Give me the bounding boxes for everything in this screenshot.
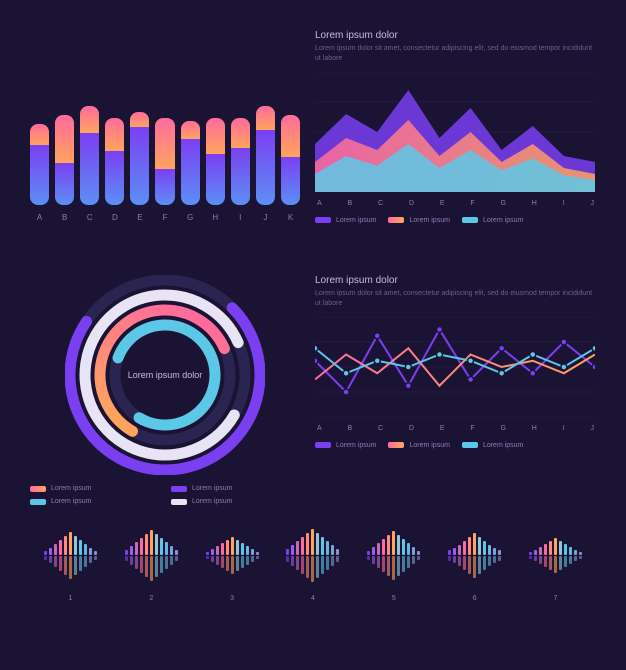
line-chart-panel: Lorem ipsum dolor Lorem ipsum dolor sit … <box>315 275 596 505</box>
area-x-labels: ABCDEFGHIJ <box>315 200 596 207</box>
line-title: Lorem ipsum dolor <box>315 275 596 286</box>
area-chart <box>315 72 595 192</box>
bar-column <box>181 30 200 205</box>
legend-item: Lorem ipsum <box>388 442 449 449</box>
line-chart <box>315 317 595 417</box>
bar-column <box>155 30 174 205</box>
waveform-group <box>206 537 259 574</box>
waveform-group <box>44 532 97 579</box>
ring-chart-panel: Lorem ipsum dolor Lorem ipsumLorem ipsum… <box>30 275 300 505</box>
waveform-group <box>125 530 178 581</box>
bar-column <box>231 30 250 205</box>
waveform-group <box>286 529 339 582</box>
waveform-labels: 1234567 <box>30 595 596 602</box>
ring-center-label: Lorem ipsum dolor <box>125 370 205 380</box>
legend-item: Lorem ipsum <box>388 217 449 224</box>
bar-chart-panel: ABCDEFGHIJK <box>30 30 300 260</box>
bar-x-labels: ABCDEFGHIJK <box>30 213 300 222</box>
line-subtitle: Lorem ipsum dolor sit amet, consectetur … <box>315 289 596 309</box>
ring-legend: Lorem ipsum Lorem ipsum Lorem ipsum Lorem i… <box>30 485 300 505</box>
legend-item: Lorem ipsum <box>315 217 376 224</box>
legend-item: Lorem ipsum <box>462 217 523 224</box>
line-legend: Lorem ipsum Lorem ipsum Lorem ipsum <box>315 442 596 449</box>
bar-column <box>80 30 99 205</box>
line-x-labels: ABCDEFGHIJ <box>315 425 596 432</box>
bar-column <box>281 30 300 205</box>
area-chart-panel: Lorem ipsum dolor Lorem ipsum dolor sit … <box>315 30 596 260</box>
legend-item: Lorem ipsum <box>171 485 300 492</box>
waveform-panel: 1234567 <box>30 520 596 640</box>
legend-item: Lorem ipsum <box>171 498 300 505</box>
waveform-group <box>367 531 420 580</box>
bar-column <box>30 30 49 205</box>
waveform-group <box>448 533 501 578</box>
legend-item: Lorem ipsum <box>462 442 523 449</box>
bar-column <box>130 30 149 205</box>
bar-column <box>55 30 74 205</box>
waveform-group <box>529 538 582 573</box>
bar-column <box>256 30 275 205</box>
area-title: Lorem ipsum dolor <box>315 30 596 41</box>
bar-column <box>105 30 124 205</box>
bar-chart <box>30 30 300 205</box>
legend-item: Lorem ipsum <box>315 442 376 449</box>
waveform-chart <box>30 520 596 590</box>
area-legend: Lorem ipsum Lorem ipsum Lorem ipsum <box>315 217 596 224</box>
legend-item: Lorem ipsum <box>30 485 159 492</box>
area-subtitle: Lorem ipsum dolor sit amet, consectetur … <box>315 44 596 64</box>
ring-chart: Lorem ipsum dolor <box>65 275 265 475</box>
legend-item: Lorem ipsum <box>30 498 159 505</box>
bar-column <box>206 30 225 205</box>
